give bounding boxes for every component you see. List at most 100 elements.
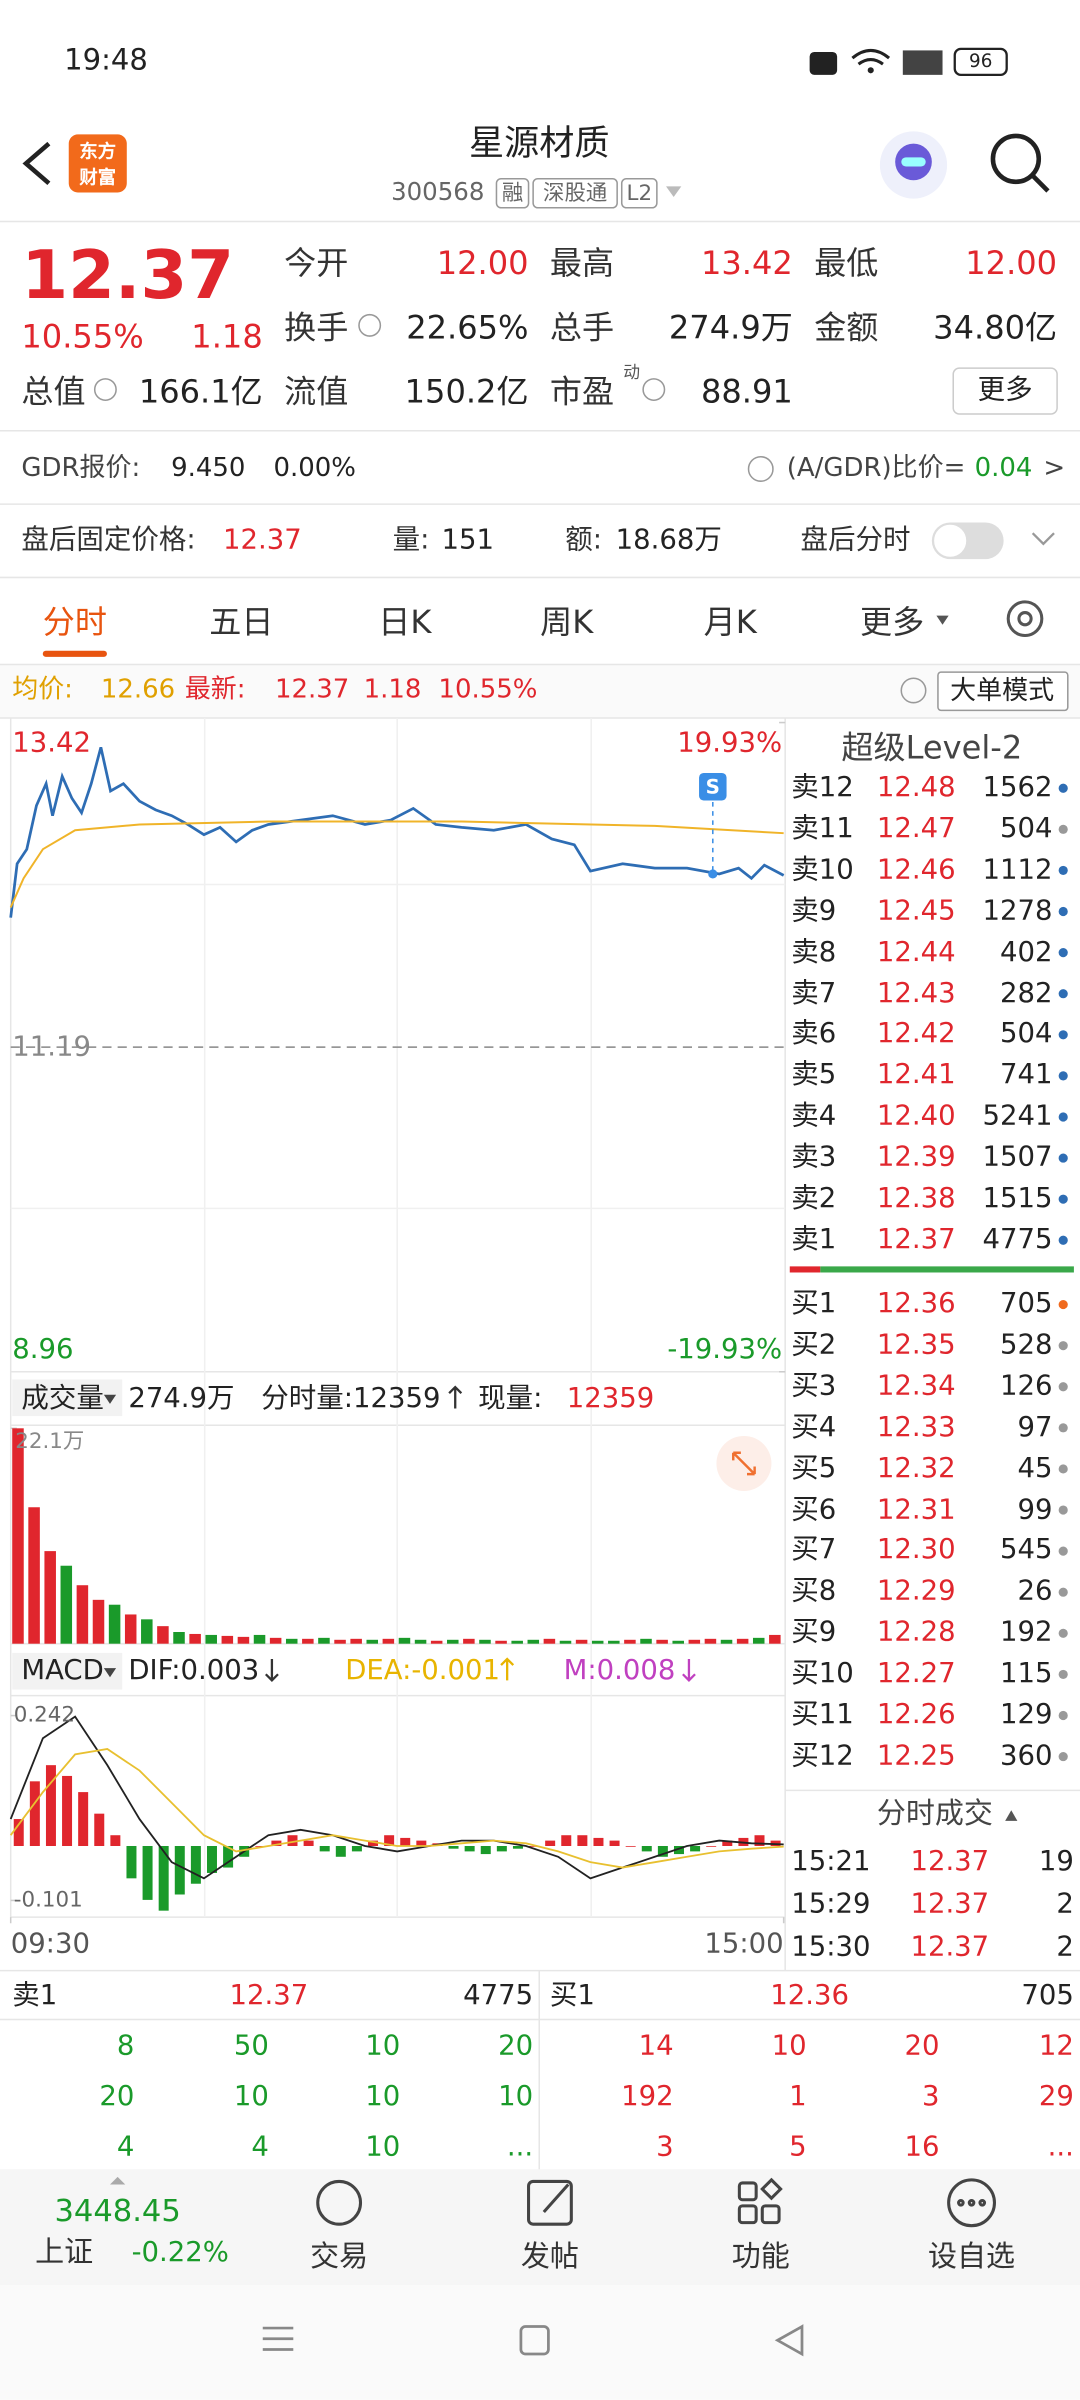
label: 15:21 [791,1845,871,1878]
volume-bar [414,1639,427,1644]
label: 19 [1038,1845,1074,1878]
back-icon[interactable] [22,141,51,186]
tab[interactable]: 月K [703,604,757,641]
label: 现量: [478,1382,543,1415]
nav-item[interactable]: 功能 [731,2240,790,2274]
label: 151 [441,523,494,557]
label: 金额 [814,309,879,347]
book-dot [1058,1112,1068,1122]
label: 705 [1000,1287,1053,1320]
nav-item[interactable]: 交易 [310,2240,369,2274]
label: 12.43 [876,976,956,1009]
stock-name: 星源材质 [468,124,610,165]
volume-bar [189,1633,201,1644]
mode-button[interactable] [937,671,1069,712]
annotation-text: S [705,776,720,800]
label: 192 [621,2080,674,2113]
settings-icon[interactable] [1006,600,1044,638]
volume-bar [318,1637,330,1644]
label: 22.65% [406,309,529,347]
book-dot [1058,948,1068,958]
label: 量: [392,523,430,557]
volume-bar [44,1551,56,1644]
label: 545 [1000,1534,1053,1567]
volume-bar [76,1585,89,1644]
label: 4775 [982,1223,1053,1256]
system-nav[interactable] [262,2324,804,2357]
book-dot [1058,783,1068,793]
more-button[interactable]: 更多 [977,374,1033,407]
label: 卖8 [791,935,837,968]
label: 0.04 [974,452,1033,484]
label: 12.31 [876,1493,956,1526]
macd-bar [335,1845,346,1857]
macd-bar [351,1845,362,1852]
label: -0.22% [131,2236,229,2269]
volume-bar [463,1638,475,1644]
label: 3448.45 [54,2192,181,2229]
mode-button[interactable]: 大单模式 [950,675,1055,707]
volume-bar [237,1636,250,1644]
label: 12.35 [876,1328,956,1361]
label: 买2 [791,1328,837,1361]
label: 282 [1000,976,1053,1009]
x-tick-label: 15:00 [704,1927,784,1960]
label: 12.37 [910,1845,990,1878]
label: 卖7 [791,976,837,1009]
volume-bar [302,1638,314,1644]
vol-select[interactable] [12,1379,123,1417]
search-icon[interactable] [990,133,1042,185]
label: 盘后固定价格: [21,523,196,557]
y-tick-label: -0.101 [13,1888,83,1913]
label: 买4 [791,1411,837,1444]
macd-bar [62,1775,73,1846]
tab[interactable]: 五日 [209,604,274,641]
label: 12.37 [223,523,302,557]
label: 10.55% [438,674,538,705]
logo-text: 东方 [79,140,117,162]
book-dot [1058,1194,1068,1204]
tab[interactable]: 周K [540,604,594,641]
label: 129 [1000,1698,1053,1731]
macd-bar [690,1845,701,1852]
macd-bar [13,1819,24,1846]
tab[interactable]: 分时 [42,604,107,641]
macd-bar [190,1845,201,1884]
volume-bar [688,1639,701,1644]
label: 分时成交 [876,1797,993,1831]
nav-item[interactable]: 发帖 [520,2240,579,2274]
macd-bar [561,1835,572,1846]
label: 流值 [284,373,349,411]
label: 盘后分时 [800,523,911,557]
macd-bar [400,1837,411,1846]
macd-bar [545,1840,556,1846]
label: 12.38 [876,1182,956,1215]
label: 卖3 [791,1141,837,1174]
macd-bar [174,1845,185,1895]
tab[interactable]: 更多 [860,604,925,641]
label: GDR报价: [21,452,141,484]
label: 14 [638,2030,674,2063]
logo-text: 财富 [79,166,117,188]
label: 12.32 [876,1452,956,1485]
nav-icons[interactable] [316,2177,996,2228]
volume-bar [92,1599,105,1644]
label: 10 [365,2030,401,2063]
tab[interactable]: 日K [378,604,432,641]
logo[interactable] [68,134,127,193]
label: 274.9万 [668,309,793,347]
label: 10 [365,2131,401,2164]
volume-bar [60,1565,73,1644]
label: 3 [921,2080,940,2113]
label: 504 [1000,812,1053,845]
label: 卖1 [791,1223,837,1256]
volume-bar [141,1619,153,1644]
macd-select[interactable] [12,1652,123,1690]
more-button[interactable] [952,367,1058,415]
label: 市盈 [549,373,615,411]
nav-item[interactable]: 设自选 [928,2240,1016,2274]
volume-bar [608,1640,620,1644]
volume-bar [382,1638,395,1644]
label: 34.80亿 [933,309,1058,347]
